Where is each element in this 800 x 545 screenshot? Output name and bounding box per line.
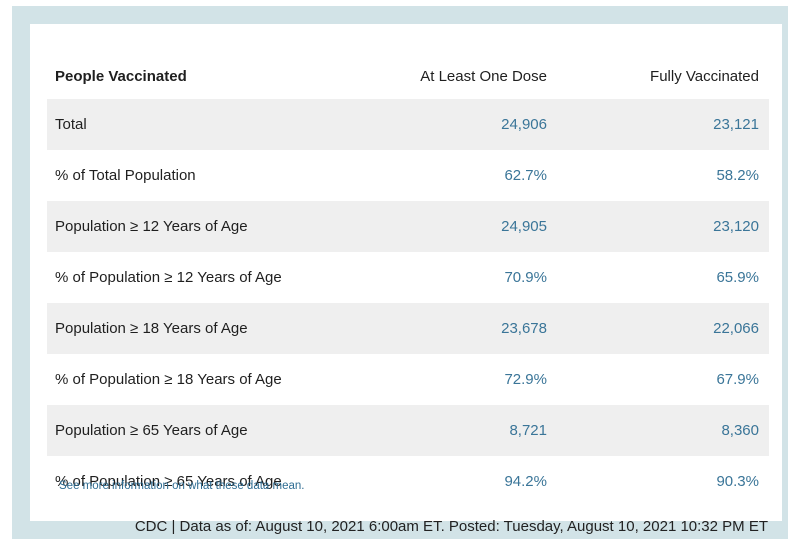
table-row: Total 24,906 23,121 bbox=[47, 99, 769, 150]
row-label: Population ≥ 65 Years of Age bbox=[47, 405, 383, 456]
row-label: Total bbox=[47, 99, 383, 150]
table-row: % of Population ≥ 18 Years of Age 72.9% … bbox=[47, 354, 769, 405]
header-at-least-one-dose: At Least One Dose bbox=[420, 67, 547, 85]
fully-vaccinated-value: 65.9% bbox=[716, 269, 759, 286]
table-row: % of Population ≥ 65 Years of Age 94.2% … bbox=[47, 456, 769, 507]
one-dose-value: 8,721 bbox=[383, 405, 557, 456]
table-row: % of Population ≥ 12 Years of Age 70.9% … bbox=[47, 252, 769, 303]
fully-vaccinated-value: 8,360 bbox=[557, 405, 769, 456]
source-footer: CDC | Data as of: August 10, 2021 6:00am… bbox=[134, 518, 768, 535]
vaccination-table: People Vaccinated At Least One Dose Full… bbox=[47, 53, 769, 507]
one-dose-value: 72.9% bbox=[504, 371, 547, 388]
fully-vaccinated-value: 90.3% bbox=[716, 473, 759, 490]
row-label: % of Population ≥ 65 Years of Age bbox=[55, 473, 282, 490]
row-label: Population ≥ 18 Years of Age bbox=[47, 303, 383, 354]
table-row: Population ≥ 65 Years of Age 8,721 8,360 bbox=[47, 405, 769, 456]
row-label: % of Total Population bbox=[55, 167, 196, 184]
fully-vaccinated-value: 58.2% bbox=[716, 167, 759, 184]
header-people-vaccinated: People Vaccinated bbox=[55, 67, 187, 85]
one-dose-value: 23,678 bbox=[383, 303, 557, 354]
one-dose-value: 62.7% bbox=[504, 167, 547, 184]
header-fully-vaccinated: Fully Vaccinated bbox=[650, 67, 759, 85]
more-info-link[interactable]: See more information on what these data … bbox=[59, 480, 305, 492]
fully-vaccinated-value: 67.9% bbox=[716, 371, 759, 388]
fully-vaccinated-value: 22,066 bbox=[557, 303, 769, 354]
fully-vaccinated-value: 23,120 bbox=[557, 201, 769, 252]
table-row: % of Total Population 62.7% 58.2% bbox=[47, 150, 769, 201]
one-dose-value: 94.2% bbox=[504, 473, 547, 490]
row-label: Population ≥ 12 Years of Age bbox=[47, 201, 383, 252]
table-row: Population ≥ 12 Years of Age 24,905 23,1… bbox=[47, 201, 769, 252]
one-dose-value: 70.9% bbox=[504, 269, 547, 286]
card-frame: People Vaccinated At Least One Dose Full… bbox=[12, 6, 788, 539]
table-row: Population ≥ 18 Years of Age 23,678 22,0… bbox=[47, 303, 769, 354]
table-header-row: People Vaccinated At Least One Dose Full… bbox=[47, 53, 769, 99]
row-label: % of Population ≥ 18 Years of Age bbox=[55, 371, 282, 388]
vaccination-panel: People Vaccinated At Least One Dose Full… bbox=[30, 24, 782, 521]
row-label: % of Population ≥ 12 Years of Age bbox=[55, 269, 282, 286]
fully-vaccinated-value: 23,121 bbox=[557, 99, 769, 150]
one-dose-value: 24,906 bbox=[383, 99, 557, 150]
one-dose-value: 24,905 bbox=[383, 201, 557, 252]
